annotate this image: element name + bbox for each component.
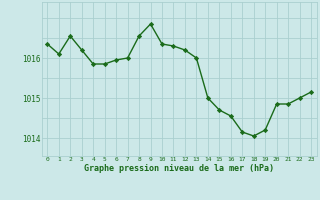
- X-axis label: Graphe pression niveau de la mer (hPa): Graphe pression niveau de la mer (hPa): [84, 164, 274, 173]
